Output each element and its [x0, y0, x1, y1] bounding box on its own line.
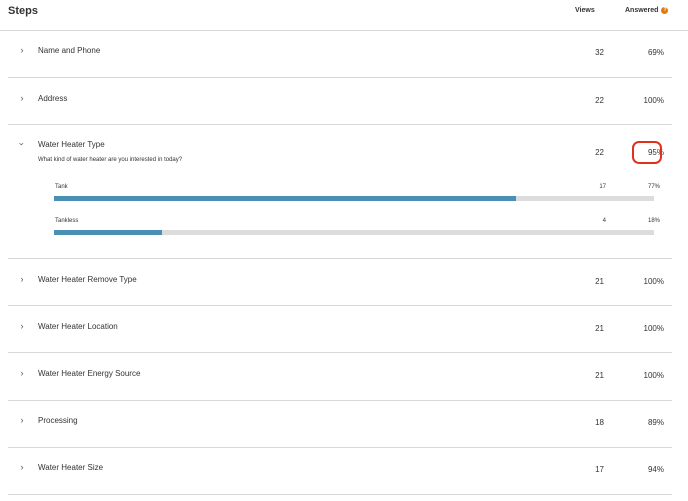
answer-bar-fill	[54, 230, 162, 235]
step-answered: 95%	[647, 148, 664, 157]
chevron-right-icon[interactable]: ›	[20, 462, 24, 472]
step-answered: 94%	[647, 465, 664, 474]
answer-percent: 77%	[647, 184, 660, 190]
step-name: Processing	[38, 416, 78, 425]
step-views: 21	[595, 324, 604, 333]
step-views: 22	[595, 96, 604, 105]
step-views: 22	[595, 148, 604, 157]
page-title: Steps	[8, 5, 38, 17]
answered-highlight-circle	[632, 141, 662, 164]
step-row-address[interactable]: › Address 22 100%	[8, 78, 672, 125]
step-views: 18	[595, 418, 604, 427]
views-column-header: Views	[575, 7, 595, 14]
chevron-right-icon[interactable]: ›	[20, 274, 24, 284]
chevron-down-icon[interactable]: ›	[17, 142, 27, 146]
answer-label: Tank	[55, 184, 68, 190]
answer-label: Tankless	[55, 218, 79, 224]
answer-bar-track	[54, 230, 654, 235]
step-row-water-heater-size[interactable]: › Water Heater Size 17 94%	[8, 448, 672, 495]
step-views: 21	[595, 371, 604, 380]
answer-count: 4	[602, 218, 606, 224]
step-views: 32	[595, 48, 604, 57]
step-row-water-heater-location[interactable]: › Water Heater Location 21 100%	[8, 306, 672, 353]
step-answered: 100%	[643, 277, 664, 286]
step-views: 21	[595, 277, 604, 286]
answered-column-label: Answered	[625, 7, 659, 14]
step-answered: 69%	[647, 48, 664, 57]
answer-percent: 18%	[647, 218, 660, 224]
step-row-water-heater-energy-source[interactable]: › Water Heater Energy Source 21 100%	[8, 353, 672, 401]
step-row-water-heater-remove-type[interactable]: › Water Heater Remove Type 21 100%	[8, 259, 672, 306]
step-name: Address	[38, 94, 68, 103]
chevron-right-icon[interactable]: ›	[20, 415, 24, 425]
step-row-name-and-phone[interactable]: › Name and Phone 32 69%	[8, 31, 672, 78]
answer-bar-track	[54, 196, 654, 201]
step-views: 17	[595, 465, 604, 474]
step-answered: 100%	[643, 96, 664, 105]
step-answered: 100%	[643, 324, 664, 333]
chevron-right-icon[interactable]: ›	[20, 368, 24, 378]
step-answered: 100%	[643, 371, 664, 380]
step-name: Water Heater Size	[38, 463, 104, 472]
chevron-right-icon[interactable]: ›	[20, 321, 24, 331]
step-row-processing[interactable]: › Processing 18 89%	[8, 401, 672, 448]
answer-bar-fill	[54, 196, 516, 201]
step-row-water-heater-type[interactable]: › Water Heater Type What kind of water h…	[8, 125, 672, 259]
step-name: Water Heater Remove Type	[38, 275, 137, 284]
chevron-right-icon[interactable]: ›	[20, 93, 24, 103]
step-answered: 89%	[647, 418, 664, 427]
chevron-right-icon[interactable]: ›	[20, 45, 24, 55]
step-question: What kind of water heater are you intere…	[38, 157, 183, 163]
step-name: Water Heater Energy Source	[38, 369, 141, 378]
answer-count: 17	[599, 184, 606, 190]
info-icon[interactable]: ?	[661, 7, 669, 14]
step-name: Water Heater Type	[38, 140, 105, 149]
step-name: Water Heater Location	[38, 322, 118, 331]
step-name: Name and Phone	[38, 46, 101, 55]
steps-header: Steps Views Answered ?	[0, 0, 688, 31]
answered-column-header: Answered ?	[625, 7, 669, 14]
